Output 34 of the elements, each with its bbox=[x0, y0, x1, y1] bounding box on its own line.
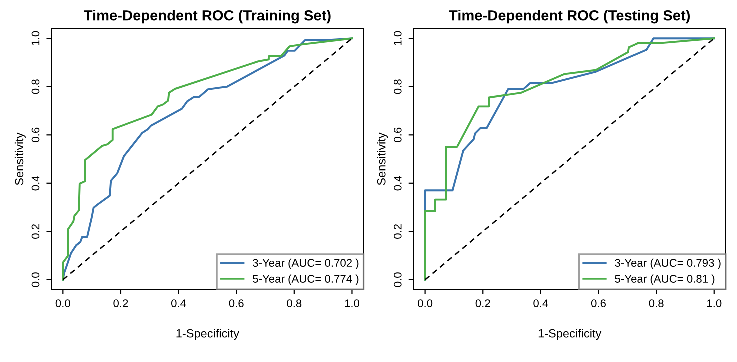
x-tick-label: 0.2 bbox=[476, 300, 490, 308]
x-tick-label: 0.2 bbox=[114, 300, 128, 308]
y-tick-label: 0.6 bbox=[394, 128, 402, 142]
y-tick-label: 0.8 bbox=[32, 80, 40, 94]
y-tick-label: 0.0 bbox=[32, 272, 40, 288]
x-tick-label: 0.4 bbox=[171, 300, 186, 308]
y-tick-label: 0.4 bbox=[394, 176, 402, 191]
legend-label: 3-Year (AUC= 0.793 ) bbox=[615, 258, 721, 270]
x-tick-label: 0.8 bbox=[287, 300, 302, 308]
y-tick-label: 0.2 bbox=[394, 224, 402, 239]
y-axis-title: Sensitivity bbox=[377, 132, 388, 186]
x-tick-label: 1.0 bbox=[708, 300, 722, 308]
y-tick-label: 0.6 bbox=[32, 128, 40, 142]
x-tick-label: 0.8 bbox=[649, 300, 664, 308]
x-tick-label: 0.6 bbox=[591, 300, 606, 308]
chart-title: Time-Dependent ROC (Training Set) bbox=[84, 10, 331, 24]
x-axis-title: 1-Specificity bbox=[538, 329, 602, 340]
chart-title: Time-Dependent ROC (Testing Set) bbox=[449, 10, 690, 24]
legend-label: 5-Year (AUC= 0.774 ) bbox=[253, 274, 359, 286]
legend-label: 3-Year (AUC= 0.702 ) bbox=[253, 258, 359, 270]
x-axis-title: 1-Specificity bbox=[176, 329, 240, 340]
y-tick-label: 0.4 bbox=[32, 176, 40, 191]
y-tick-label: 0.8 bbox=[394, 80, 402, 94]
y-tick-label: 1.0 bbox=[32, 31, 40, 46]
y-axis-title: Sensitivity bbox=[14, 132, 26, 186]
x-tick-label: 0.4 bbox=[534, 300, 548, 308]
y-tick-label: 1.0 bbox=[394, 31, 402, 46]
x-tick-label: 0.0 bbox=[56, 300, 70, 308]
x-tick-label: 1.0 bbox=[345, 300, 360, 308]
y-tick-label: 0.0 bbox=[394, 272, 402, 288]
x-tick-label: 0.0 bbox=[418, 300, 433, 308]
y-tick-label: 0.2 bbox=[32, 224, 40, 239]
x-tick-label: 0.6 bbox=[229, 300, 244, 308]
legend-label: 5-Year (AUC= 0.81 ) bbox=[615, 274, 715, 286]
